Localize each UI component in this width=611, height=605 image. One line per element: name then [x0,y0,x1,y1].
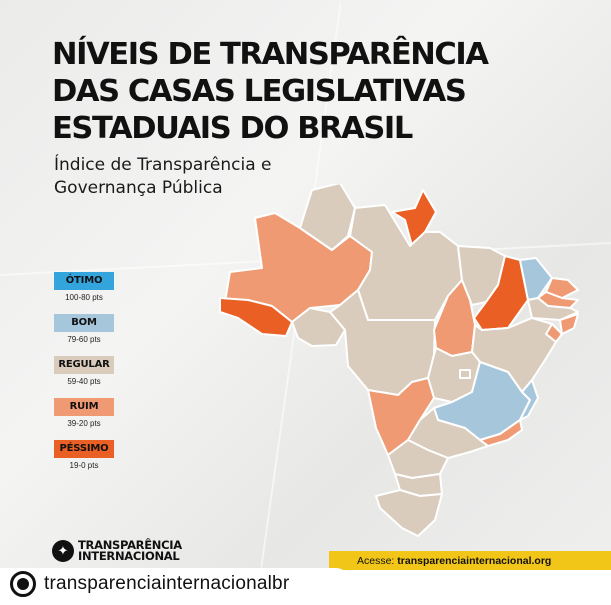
legend-label: PÉSSIMO [54,440,114,458]
legend: ÓTIMO 100-80 pts BOM 79-60 pts REGULAR 5… [54,272,118,482]
legend-label: ÓTIMO [54,272,114,290]
state-ac[interactable] [219,297,293,337]
legend-label: REGULAR [54,356,114,374]
legend-range: 19-0 pts [69,461,99,470]
legend-item-otimo: ÓTIMO 100-80 pts [54,272,118,302]
legend-label: RUIM [54,398,114,416]
page-subtitle: Índice de Transparência e Governança Púb… [54,155,272,198]
legend-range: 79-60 pts [67,335,101,344]
account-row[interactable]: transparenciainternacionalbr [0,568,350,600]
state-ro[interactable] [291,307,346,347]
ti-logo-icon: ✦ [52,540,74,562]
legend-range: 59-40 pts [67,377,101,386]
logo-line-2: INTERNACIONAL [78,549,180,563]
legend-range: 39-20 pts [67,419,101,428]
legend-range: 100-80 pts [65,293,103,302]
footer-url[interactable]: transparenciainternacional.org [397,555,552,567]
state-al[interactable] [559,313,579,335]
state-pe[interactable] [527,297,579,321]
page-title: NÍVEIS DE TRANSPARÊNCIA DAS CASAS LEGISL… [52,37,489,146]
state-rs[interactable] [375,489,443,537]
reshare-icon [10,571,36,597]
poster: NÍVEIS DE TRANSPARÊNCIA DAS CASAS LEGISL… [0,0,611,570]
brazil-map [219,184,579,537]
legend-label: BOM [54,314,114,332]
account-handle[interactable]: transparenciainternacionalbr [44,573,290,594]
legend-item-bom: BOM 79-60 pts [54,314,118,344]
logo-line-1: TRANSPARÊNCIA [78,538,182,552]
legend-item-ruim: RUIM 39-20 pts [54,398,118,428]
footer-label: Acesse: [357,555,398,567]
state-ms[interactable] [367,377,435,456]
legend-item-pessimo: PÉSSIMO 19-0 pts [54,440,118,470]
state-rn[interactable] [545,277,579,299]
state-df[interactable] [459,369,471,379]
state-ce[interactable] [519,257,553,301]
footer-link-bar[interactable]: Acesse: transparenciainternacional.org [329,551,611,570]
state-es[interactable] [519,379,539,421]
legend-item-regular: REGULAR 59-40 pts [54,356,118,386]
ti-logo: ✦ TRANSPARÊNCIA INTERNACIONAL [52,538,182,563]
